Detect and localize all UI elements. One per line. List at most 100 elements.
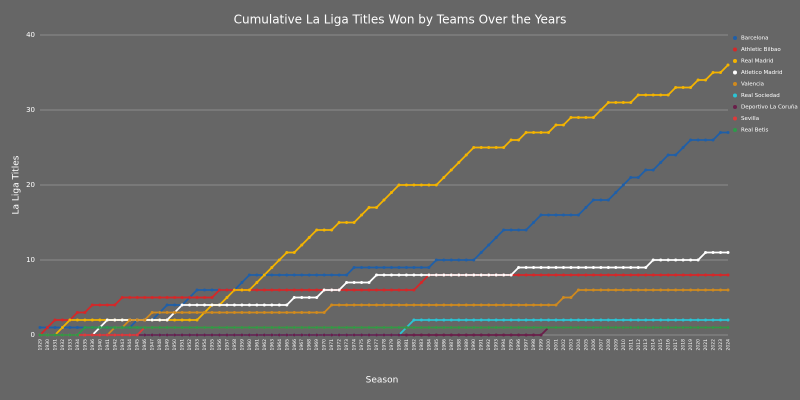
data-point — [352, 288, 356, 292]
data-point — [472, 303, 476, 307]
data-point — [382, 288, 386, 292]
data-point — [60, 318, 64, 322]
data-point — [457, 273, 461, 277]
data-point — [479, 273, 483, 277]
data-point — [345, 221, 349, 224]
data-point — [704, 288, 708, 292]
data-point — [360, 326, 364, 329]
data-point — [389, 191, 393, 194]
y-tick-label: 30 — [26, 106, 35, 114]
data-point — [644, 273, 648, 277]
data-point — [681, 146, 685, 149]
x-tick-label: 1972 — [337, 339, 343, 351]
data-point — [584, 318, 588, 322]
data-point — [90, 333, 94, 337]
data-point — [165, 333, 169, 337]
x-tick-label: 1967 — [299, 339, 305, 351]
data-point — [561, 318, 565, 322]
x-tick-label: 1985 — [434, 339, 440, 351]
data-point — [674, 326, 678, 329]
data-point — [397, 273, 401, 277]
data-point — [569, 326, 573, 329]
data-point — [636, 273, 640, 277]
x-tick-label: 1998 — [531, 339, 537, 351]
data-point — [195, 333, 199, 337]
data-point — [464, 273, 468, 277]
data-point — [315, 288, 319, 292]
x-tick-label: 1971 — [329, 339, 335, 351]
data-point — [419, 281, 423, 284]
data-point — [651, 288, 655, 292]
x-tick-label: 1935 — [82, 339, 88, 351]
x-tick-label: 2008 — [606, 339, 612, 351]
data-point — [292, 326, 296, 329]
x-tick-label: 1978 — [382, 339, 388, 351]
data-point — [300, 311, 304, 314]
legend-label: Atletico Madrid — [741, 70, 782, 76]
data-point — [704, 78, 708, 82]
data-point — [195, 303, 199, 307]
data-point — [524, 303, 528, 307]
data-point — [367, 303, 371, 307]
x-tick-label: 1986 — [441, 339, 447, 351]
data-point — [584, 266, 588, 269]
data-point — [457, 333, 461, 337]
legend-label: Real Madrid — [741, 59, 774, 65]
data-point — [666, 288, 670, 292]
x-tick-label: 2016 — [666, 339, 672, 351]
data-point — [270, 266, 274, 269]
data-point — [419, 333, 423, 337]
data-point — [472, 333, 476, 337]
data-point — [599, 266, 603, 269]
x-tick-label: 1966 — [292, 339, 298, 351]
data-point — [135, 296, 139, 299]
x-tick-label: 2002 — [561, 339, 567, 351]
data-point — [367, 333, 371, 337]
data-point — [240, 288, 244, 292]
data-point — [315, 311, 319, 314]
data-point — [352, 303, 356, 307]
data-point — [457, 258, 461, 262]
data-point — [404, 183, 408, 187]
data-point — [75, 326, 79, 329]
x-tick-label: 1987 — [449, 339, 455, 351]
x-tick-label: 1974 — [352, 339, 358, 351]
data-point — [427, 333, 431, 337]
data-point — [412, 318, 416, 322]
data-point — [569, 318, 573, 322]
data-point — [614, 318, 618, 322]
x-tick-label: 1996 — [516, 339, 522, 351]
data-point — [554, 318, 558, 322]
data-point — [292, 333, 296, 337]
data-point — [60, 333, 64, 337]
data-point — [681, 258, 685, 262]
data-point — [621, 273, 625, 277]
x-tick-label: 1932 — [60, 339, 66, 351]
data-point — [255, 326, 259, 329]
data-point — [375, 333, 379, 337]
data-point — [150, 333, 154, 337]
data-point — [606, 101, 610, 104]
data-point — [404, 273, 408, 277]
legend-marker — [733, 116, 737, 121]
data-point — [494, 303, 498, 307]
data-point — [704, 326, 708, 329]
data-point — [352, 221, 356, 224]
data-point — [255, 281, 259, 284]
data-point — [554, 273, 558, 277]
x-tick-label: 1988 — [456, 339, 462, 351]
data-point — [689, 288, 693, 292]
data-point — [666, 318, 670, 322]
data-point — [457, 161, 461, 164]
data-point — [262, 303, 266, 307]
x-tick-label: 1999 — [539, 339, 545, 351]
data-point — [532, 318, 536, 322]
legend-label: Deportivo La Coruña — [741, 105, 798, 111]
x-tick-label: 1989 — [464, 339, 470, 351]
data-point — [53, 318, 57, 322]
data-point — [173, 311, 177, 314]
data-point — [389, 273, 393, 277]
data-point — [696, 78, 700, 82]
data-point — [576, 288, 580, 292]
data-point — [719, 71, 723, 74]
